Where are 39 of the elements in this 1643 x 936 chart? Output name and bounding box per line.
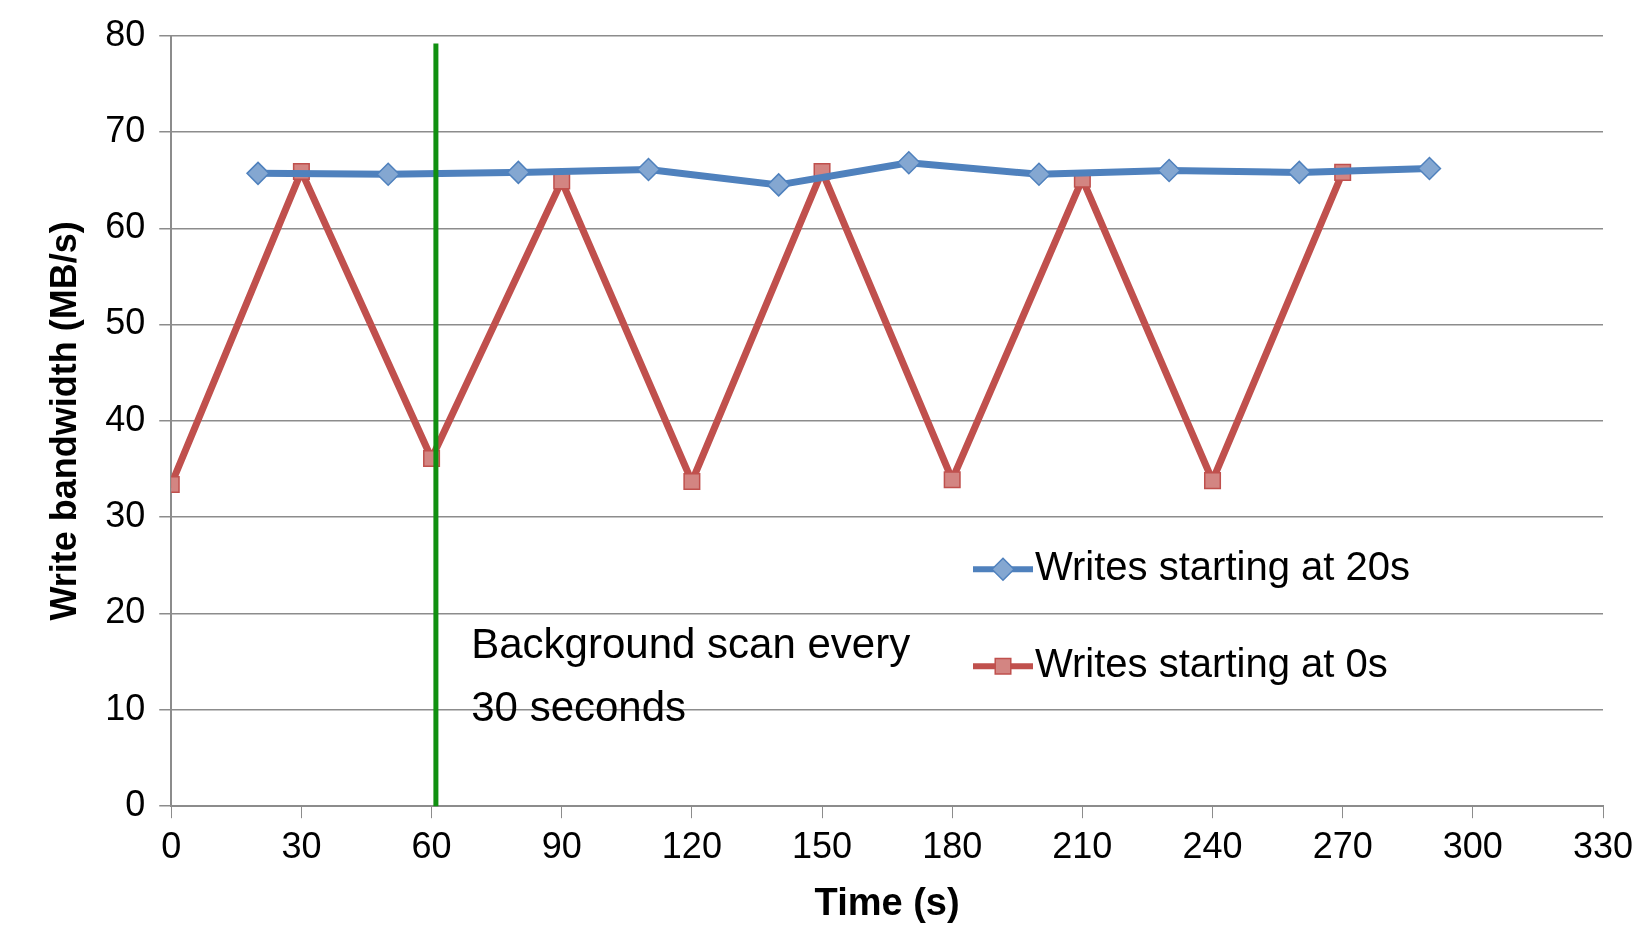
point: [506, 160, 531, 185]
x-tick-label: 120: [661, 824, 722, 866]
point: [1027, 162, 1051, 187]
x-tick-label: 90: [541, 824, 582, 866]
point: [636, 157, 661, 182]
x-tick-label: 330: [1572, 824, 1634, 866]
x-tick-label: 30: [281, 824, 322, 866]
y-tick-label: 70: [105, 108, 146, 150]
point: [766, 173, 791, 197]
x-tick-label: 150: [792, 824, 853, 866]
annotation: Background scan every 30 seconds: [471, 619, 911, 730]
x-tick-label: 0: [161, 824, 182, 866]
point: [683, 473, 701, 491]
x-tick-label: 210: [1052, 824, 1113, 866]
y-tick-label: 50: [105, 301, 146, 343]
point: [1417, 156, 1442, 181]
point: [1287, 160, 1312, 185]
x-axis-title: Time (s): [814, 880, 960, 923]
legend-label: Writes starting at 20s: [1035, 544, 1410, 589]
x-tick-label: 300: [1442, 824, 1503, 866]
y-tick-label: 40: [105, 397, 146, 439]
x-tick-label: 60: [411, 824, 452, 866]
point: [897, 151, 921, 175]
point: [376, 162, 400, 187]
y-tick-label: 0: [125, 783, 146, 825]
y-axis-title: Write bandwidth (MB/s): [42, 221, 84, 621]
point: [246, 161, 270, 186]
x-tick-label: 270: [1312, 824, 1373, 866]
y-tick-label: 80: [105, 12, 146, 54]
legend-label: Writes starting at 0s: [1035, 641, 1388, 686]
y-tick-label: 60: [105, 205, 146, 247]
y-tick-label: 30: [105, 494, 146, 536]
point: [943, 471, 961, 489]
y-tick-label: 10: [105, 686, 146, 728]
x-tick-label: 240: [1182, 824, 1243, 866]
x-tick-label: 180: [922, 824, 983, 866]
point: [1157, 158, 1181, 183]
point: [1203, 472, 1222, 490]
y-tick-label: 20: [105, 590, 146, 632]
